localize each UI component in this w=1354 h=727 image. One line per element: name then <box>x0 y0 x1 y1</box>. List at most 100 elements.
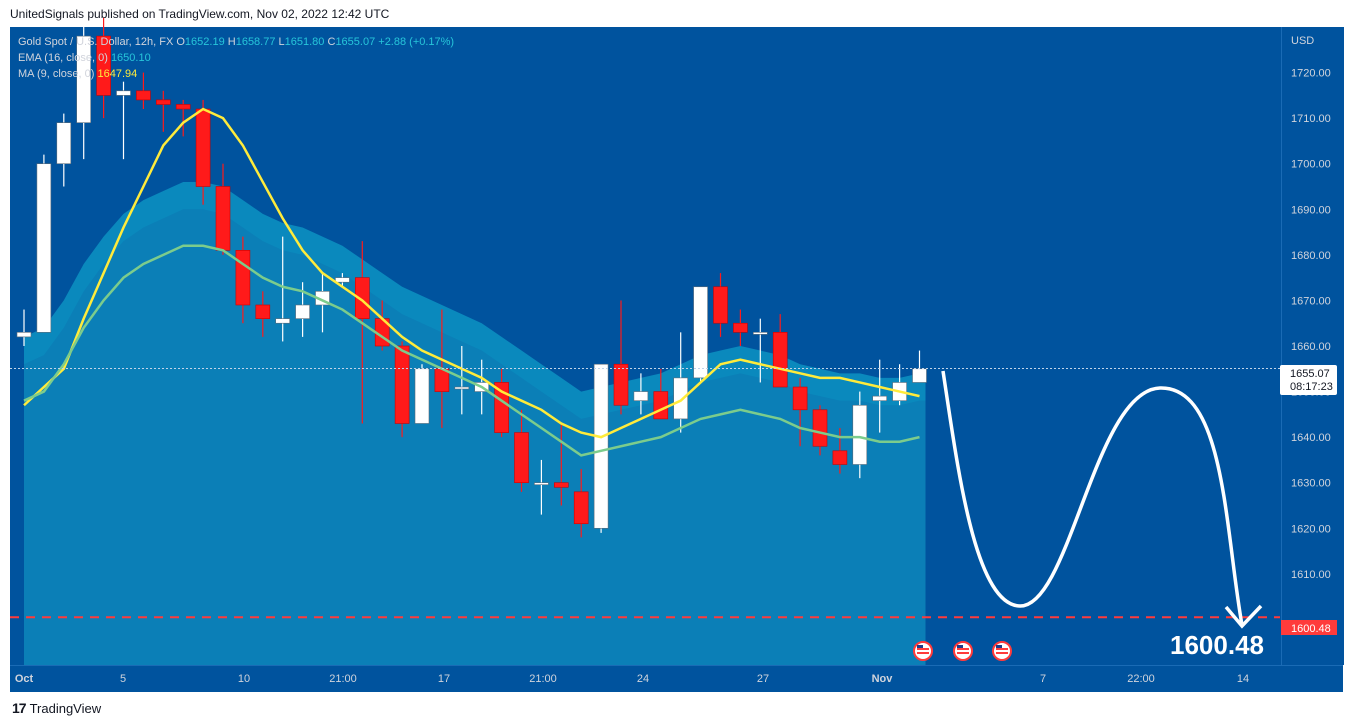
legend-ema[interactable]: EMA (16, close, 0) 1650.10 <box>18 50 454 66</box>
candle <box>772 314 788 388</box>
candle-body <box>673 377 689 420</box>
x-tick-label: 21:00 <box>529 673 557 685</box>
y-tick-labels: 1610.001620.001630.001640.001650.001660.… <box>1291 68 1331 581</box>
candle <box>414 364 430 424</box>
candle-body <box>713 286 728 324</box>
candle <box>454 346 470 415</box>
candle <box>534 459 549 515</box>
x-tick-label: Oct <box>15 673 34 685</box>
event-flag-icon[interactable] <box>992 641 1012 661</box>
candles <box>16 17 927 538</box>
candle <box>593 363 609 533</box>
projection-arrow <box>941 370 1244 626</box>
ma-line <box>23 107 920 439</box>
x-tick-label: 27 <box>757 673 769 685</box>
candle <box>56 113 72 187</box>
price-axis[interactable] <box>1281 27 1344 665</box>
candle <box>156 90 171 132</box>
y-tick-label: 1700.00 <box>1291 159 1331 171</box>
x-tick-label: 24 <box>637 673 649 685</box>
candle-body <box>514 432 529 484</box>
ma-value: 1647.94 <box>97 68 138 80</box>
event-flag-icon[interactable] <box>953 641 973 661</box>
tradingview-logo-icon[interactable]: 17 <box>12 700 27 716</box>
x-tick-label: 22:00 <box>1127 673 1155 685</box>
candle-body <box>394 345 410 424</box>
candle-body <box>653 391 669 420</box>
y-tick-label: 1710.00 <box>1291 113 1331 125</box>
candle <box>892 364 907 406</box>
candle <box>573 469 589 538</box>
candle <box>136 72 151 110</box>
legend-ma[interactable]: MA (9, close, 0) 1647.94 <box>18 66 454 82</box>
y-tick-label: 1690.00 <box>1291 204 1331 216</box>
candle-body <box>534 482 549 486</box>
candle-body <box>36 163 52 333</box>
current-price-label: 1655.07 <box>1290 368 1330 380</box>
candle-body <box>772 332 788 388</box>
candle <box>394 341 410 438</box>
target-axis-label: 1600.48 <box>1291 623 1331 635</box>
legend-close: 1655.07 <box>335 36 376 48</box>
candle <box>175 99 191 137</box>
candle <box>16 309 32 346</box>
candle-body <box>693 286 708 379</box>
candle-body <box>613 363 629 406</box>
legend-h-label: H <box>227 36 236 48</box>
candle-body <box>414 368 430 424</box>
candle-body <box>295 304 310 319</box>
x-tick-label: 7 <box>1040 673 1046 685</box>
x-tick-label: 21:00 <box>329 673 357 685</box>
candle-body <box>175 104 191 110</box>
legend-ohlc: Gold Spot / U.S. Dollar, 12h, FX O1652.1… <box>18 34 454 50</box>
y-tick-label: 1660.00 <box>1291 341 1331 353</box>
y-tick-label: 1640.00 <box>1291 432 1331 444</box>
chart-legend: Gold Spot / U.S. Dollar, 12h, FX O1652.1… <box>18 34 454 82</box>
candle-body <box>136 90 151 101</box>
legend-o-label: O <box>176 36 185 48</box>
candle <box>36 154 52 333</box>
event-flag-icon[interactable] <box>913 641 933 661</box>
footer-brand[interactable]: TradingView <box>29 700 102 716</box>
candle-body <box>16 332 32 338</box>
ma-label: MA (9, close, 0) <box>18 68 95 80</box>
current-price-box <box>1280 365 1337 395</box>
candle-body <box>852 404 868 465</box>
candle <box>812 405 828 456</box>
candle <box>235 236 251 324</box>
candle-body <box>752 332 768 335</box>
y-tick-label: 1620.00 <box>1291 523 1331 535</box>
candle-body <box>573 491 589 525</box>
candle-body <box>275 318 291 324</box>
x-tick-label: 17 <box>438 673 450 685</box>
candle-body <box>255 304 271 319</box>
legend-symbol[interactable]: Gold Spot / U.S. Dollar, 12h, FX <box>18 36 174 48</box>
candle-body <box>215 186 231 251</box>
candle <box>255 291 271 337</box>
legend-high: 1658.77 <box>235 36 276 48</box>
candle <box>733 309 748 346</box>
x-tick-label: 10 <box>238 673 250 685</box>
y-tick-label: 1610.00 <box>1291 569 1331 581</box>
candle <box>275 236 291 342</box>
candle-body <box>593 363 609 529</box>
candle <box>116 81 131 160</box>
x-tick-labels: Oct 5 10 21:00 17 21:00 24 27 Nov 7 22:00 14 <box>15 673 1249 685</box>
time-axis[interactable] <box>10 665 1343 692</box>
candle <box>872 359 888 433</box>
candle <box>514 409 529 492</box>
candle-body <box>116 90 131 96</box>
candle <box>832 428 848 474</box>
target-price-label: 1600.48 <box>1170 630 1264 660</box>
y-tick-label: 1720.00 <box>1291 68 1331 80</box>
y-tick-label: 1680.00 <box>1291 250 1331 262</box>
candle-body <box>354 277 370 319</box>
countdown-label: 08:17:23 <box>1290 381 1333 393</box>
legend-open: 1652.19 <box>184 36 225 48</box>
candle <box>613 300 629 415</box>
candle-body <box>733 322 748 333</box>
x-tick-label: 5 <box>120 673 126 685</box>
legend-change: +2.88 (+0.17%) <box>378 36 455 48</box>
candle-body <box>56 122 72 165</box>
